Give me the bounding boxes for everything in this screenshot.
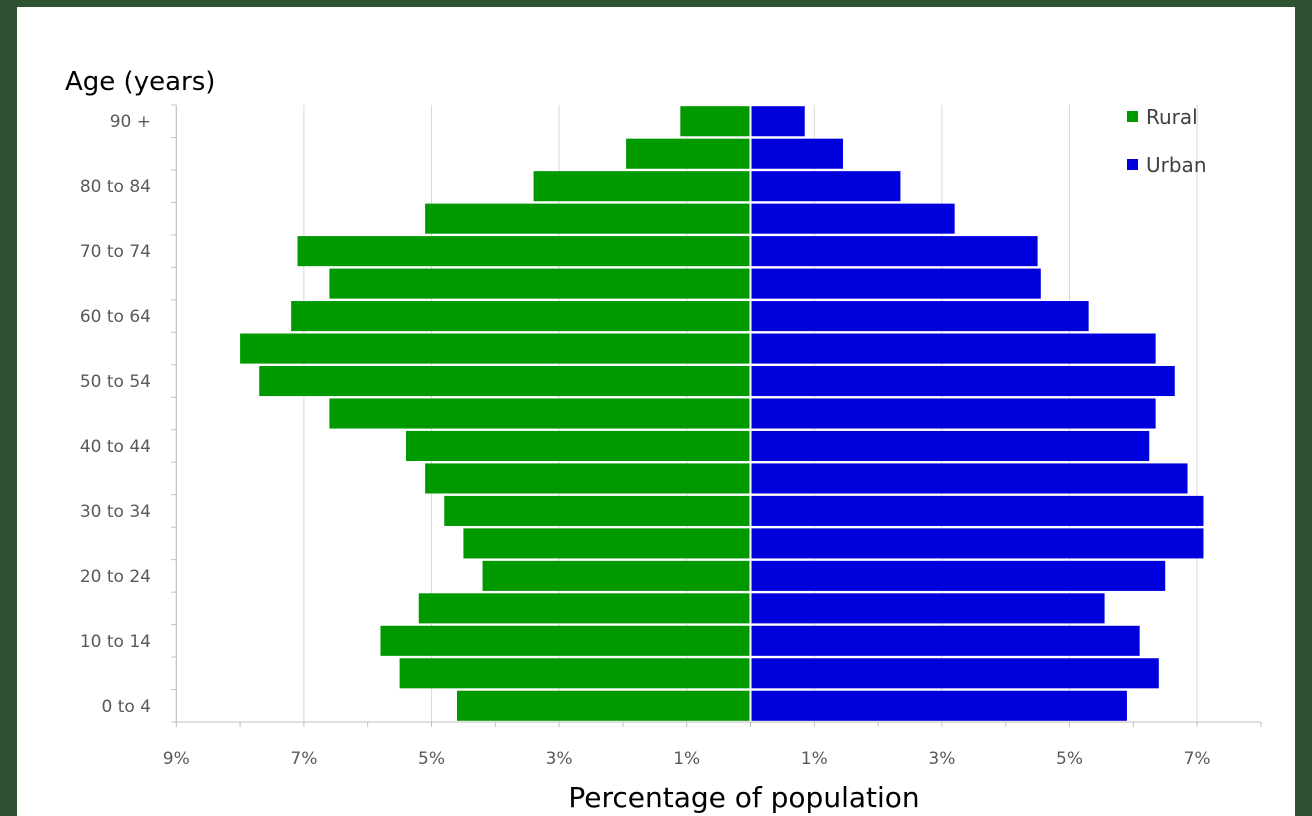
bar-urban-90-: [751, 106, 805, 137]
bar-rural-60-to-64: [291, 301, 750, 332]
bar-urban-85-to-89: [751, 138, 844, 169]
bar-urban-50-to-54: [751, 365, 1175, 397]
bar-rural-10-to-14: [380, 625, 750, 656]
x-tick-label: 1%: [673, 749, 700, 769]
legend-swatch-urban: [1127, 159, 1138, 170]
bar-rural-90-: [680, 106, 750, 137]
x-tick-label: 1%: [801, 749, 828, 769]
bars: [240, 106, 1204, 721]
x-tick-label: 5%: [418, 749, 445, 769]
axes: [171, 104, 1262, 727]
y-tick-label: 20 to 24: [80, 567, 151, 587]
bar-rural-5-to-9: [399, 658, 750, 689]
bar-urban-0-to-4: [751, 690, 1127, 721]
bar-rural-35-to-39: [425, 463, 750, 494]
bar-urban-55-to-59: [751, 333, 1156, 364]
bar-rural-75-to-79: [425, 203, 750, 234]
bar-rural-15-to-19: [418, 593, 750, 624]
y-tick-label: 70 to 74: [80, 242, 151, 262]
bar-urban-75-to-79: [751, 203, 955, 234]
bar-urban-70-to-74: [751, 236, 1038, 267]
bar-urban-5-to-9: [751, 658, 1159, 689]
bar-urban-30-to-34: [751, 495, 1204, 526]
legend-swatch-rural: [1127, 111, 1138, 122]
bar-urban-45-to-49: [751, 398, 1156, 429]
x-tick-label: 3%: [928, 749, 955, 769]
legend-label-urban: Urban: [1146, 153, 1207, 177]
y-tick-label: 0 to 4: [101, 697, 151, 717]
y-tick-labels: 0 to 4 10 to 14 20 to 24 30 to 34 40 to 44 50…: [80, 112, 151, 717]
bar-rural-30-to-34: [444, 495, 750, 526]
x-tick-label: 5%: [1056, 749, 1083, 769]
y-axis-title: Age (years): [65, 67, 215, 97]
bar-rural-85-to-89: [626, 138, 750, 169]
bar-rural-50-to-54: [259, 365, 750, 397]
bar-urban-60-to-64: [751, 301, 1089, 332]
bar-rural-40-to-44: [405, 430, 750, 462]
bar-rural-0-to-4: [457, 690, 750, 721]
y-tick-label: 50 to 54: [80, 372, 151, 392]
x-tick-label: 3%: [546, 749, 573, 769]
bar-urban-80-to-84: [751, 171, 901, 202]
legend: Rural Urban: [1127, 105, 1207, 177]
bar-rural-70-to-74: [297, 236, 750, 267]
bar-rural-80-to-84: [533, 171, 750, 202]
population-pyramid-chart: 0 to 4 10 to 14 20 to 24 30 to 34 40 to 44 50…: [65, 67, 1262, 814]
y-tick-label: 30 to 34: [80, 502, 151, 522]
bar-urban-35-to-39: [751, 463, 1188, 494]
bar-urban-25-to-29: [751, 528, 1204, 559]
bar-rural-20-to-24: [482, 560, 750, 591]
x-tick-labels: 9% 7% 5% 3% 1% 1% 3% 5% 7%: [163, 749, 1211, 769]
y-tick-label: 90 +: [110, 112, 151, 132]
y-tick-label: 40 to 44: [80, 437, 151, 457]
bar-urban-65-to-69: [751, 268, 1041, 299]
y-tick-label: 60 to 64: [80, 307, 151, 327]
bar-urban-10-to-14: [751, 625, 1140, 656]
y-tick-label: 80 to 84: [80, 177, 151, 197]
chart-card: 0 to 4 10 to 14 20 to 24 30 to 34 40 to 44 50…: [17, 7, 1295, 816]
bar-rural-25-to-29: [463, 528, 750, 559]
bar-rural-55-to-59: [240, 333, 750, 364]
bar-rural-65-to-69: [329, 268, 750, 299]
x-tick-label: 9%: [163, 749, 190, 769]
bar-urban-40-to-44: [751, 430, 1150, 462]
x-axis-title: Percentage of population: [568, 781, 919, 814]
bar-urban-15-to-19: [751, 593, 1105, 624]
bar-urban-20-to-24: [751, 560, 1166, 591]
x-tick-label: 7%: [290, 749, 317, 769]
x-tick-label: 7%: [1184, 749, 1211, 769]
bar-rural-45-to-49: [329, 398, 750, 429]
y-tick-label: 10 to 14: [80, 632, 151, 652]
legend-label-rural: Rural: [1146, 105, 1198, 129]
